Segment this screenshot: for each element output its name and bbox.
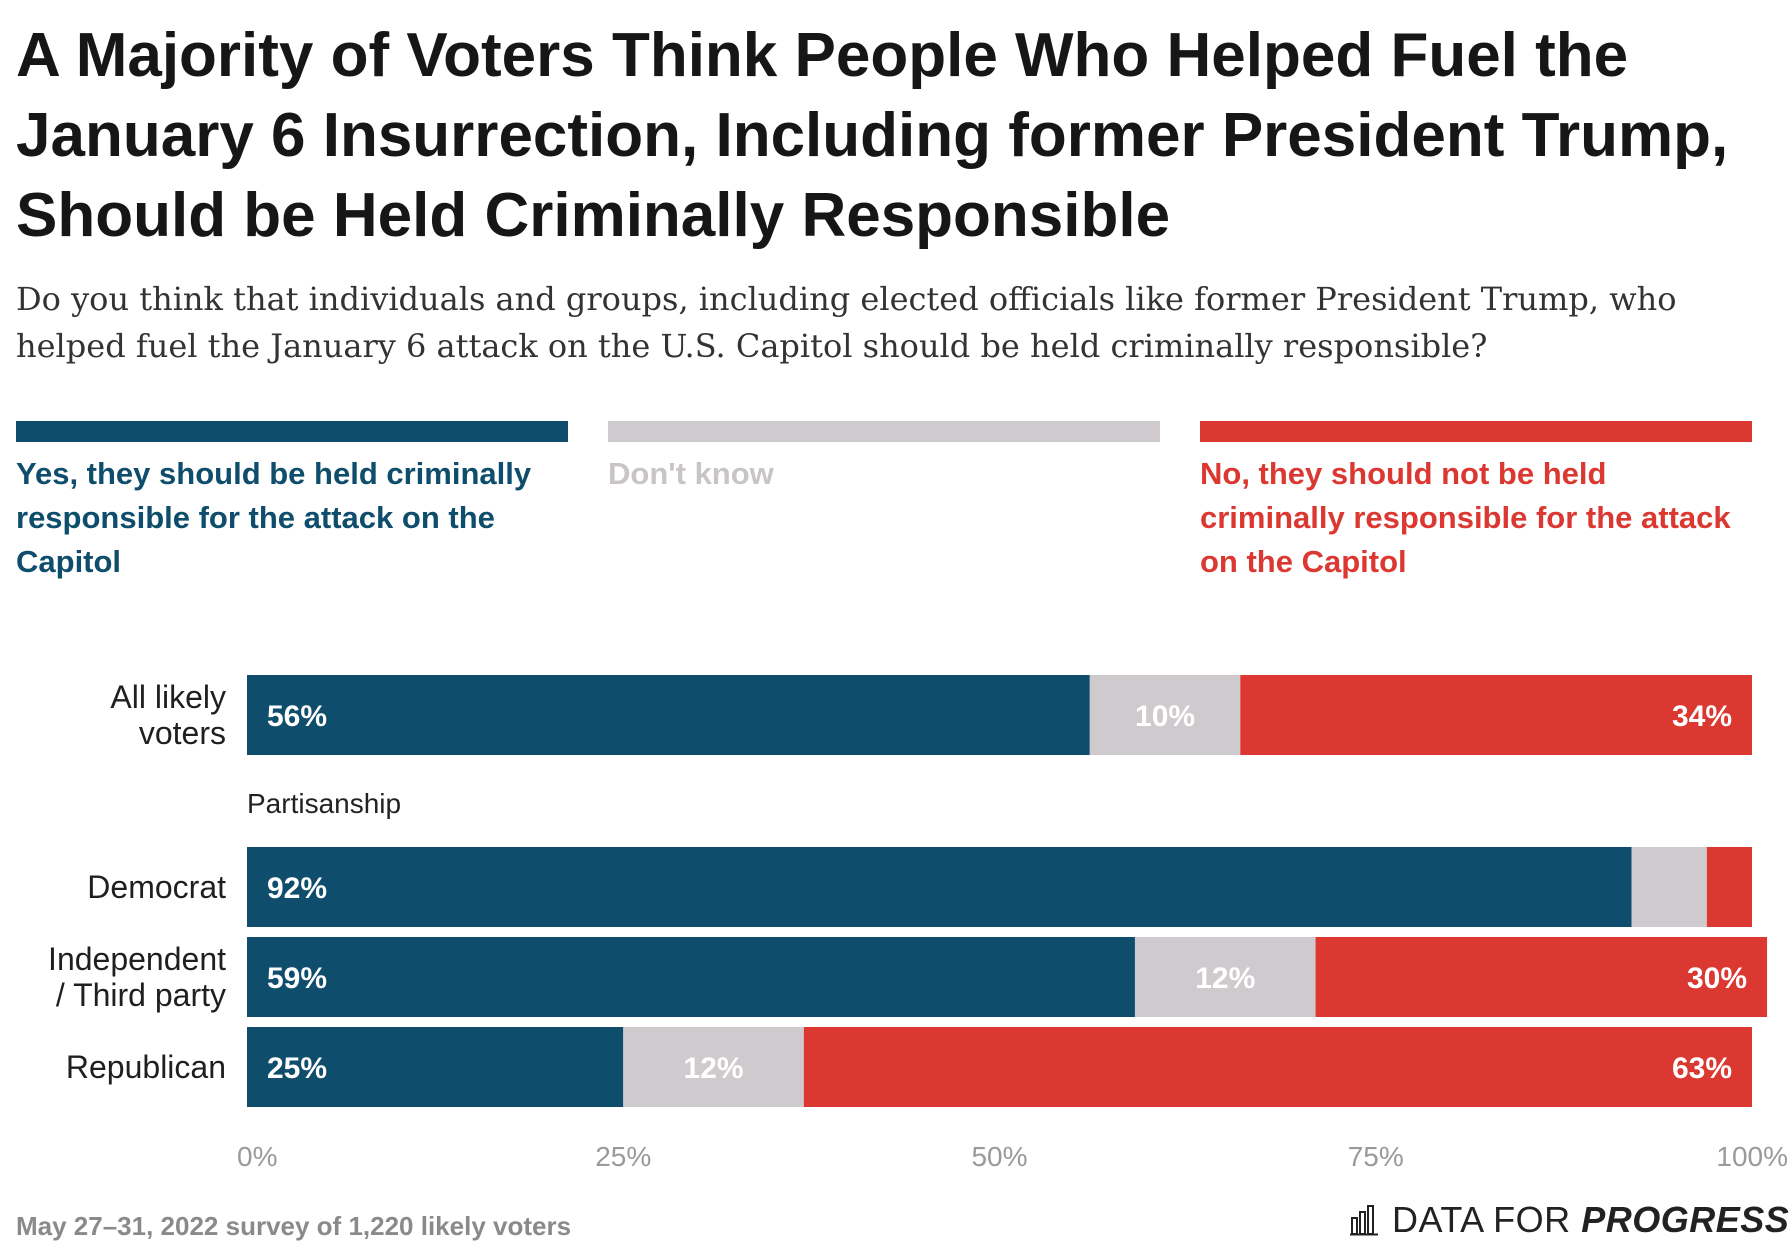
- legend-item-no: No, they should not be held criminally r…: [1200, 421, 1752, 584]
- chart-subtitle: Do you think that individuals and groups…: [16, 280, 1677, 365]
- x-tick-label: 75%: [1348, 1141, 1404, 1172]
- x-tick-label: 0%: [237, 1141, 277, 1172]
- brand-name: DATA FOR PROGRESS: [1392, 1199, 1789, 1241]
- bar-all-likely-voters-yes: [247, 675, 1090, 755]
- bar-republican-no: [803, 1027, 1752, 1107]
- legend-item-yes: Yes, they should be held criminally resp…: [16, 421, 568, 584]
- legend-label-dont-know: Don't know: [608, 456, 774, 491]
- category-label-all-likely-voters: All likely voters: [110, 679, 226, 751]
- x-tick-label: 25%: [595, 1141, 651, 1172]
- stacked-bar-chart: 56% 10% 34% All likely voters 92% Democrat 59% 1…: [48, 675, 1788, 1172]
- data-label-independent-third-party-dont-know: 12%: [1195, 962, 1255, 995]
- legend-item-dont-know: Don't know: [608, 421, 1160, 496]
- legend-label-yes: Yes, they should be held criminally resp…: [16, 456, 532, 579]
- data-label-all-likely-voters-yes: 56%: [267, 700, 327, 733]
- category-label-independent-third-party: Independent / Third party: [48, 941, 226, 1013]
- data-label-all-likely-voters-dont-know: 10%: [1135, 700, 1195, 733]
- x-tick-label: 100%: [1716, 1141, 1788, 1172]
- bar-chart-icon: [1350, 1205, 1378, 1236]
- brand-name-part1: DATA FOR: [1392, 1199, 1582, 1240]
- data-label-all-likely-voters-no: 34%: [1672, 700, 1732, 733]
- brand-name-part2: PROGRESS: [1581, 1199, 1790, 1240]
- data-label-independent-third-party-no: 30%: [1687, 962, 1747, 995]
- data-label-independent-third-party-yes: 59%: [267, 962, 327, 995]
- bar-republican-dont-know: [623, 1027, 804, 1107]
- bar-independent-third-party-no: [1315, 937, 1768, 1017]
- bar-republican-yes: [247, 1027, 624, 1107]
- chart-title: A Majority of Voters Think People Who He…: [16, 21, 1729, 250]
- group-label-partisanship: Partisanship: [247, 788, 402, 819]
- brand-logo: DATA FOR PROGRESS: [1350, 1199, 1789, 1241]
- data-label-democrat-yes: 92%: [267, 872, 327, 905]
- data-label-republican-dont-know: 12%: [684, 1052, 744, 1085]
- bar-democrat-dont-know: [1631, 847, 1707, 927]
- survey-footnote: May 27–31, 2022 survey of 1,220 likely v…: [16, 1211, 572, 1241]
- bar-all-likely-voters-no: [1240, 675, 1752, 755]
- bar-independent-third-party-yes: [247, 937, 1135, 1017]
- bar-democrat-no: [1706, 847, 1752, 927]
- legend-swatch-no: [1200, 421, 1752, 442]
- legend-swatch-yes: [16, 421, 568, 442]
- category-label-democrat: Democrat: [87, 869, 226, 905]
- data-label-republican-no: 63%: [1672, 1052, 1732, 1085]
- bar-democrat-yes: [247, 847, 1632, 927]
- data-label-republican-yes: 25%: [267, 1052, 327, 1085]
- legend-label-no: No, they should not be held criminally r…: [1200, 456, 1731, 579]
- bar-all-likely-voters-dont-know: [1089, 675, 1241, 755]
- legend-swatch-dont-know: [608, 421, 1160, 442]
- category-label-republican: Republican: [66, 1049, 226, 1085]
- x-tick-label: 50%: [971, 1141, 1027, 1172]
- bar-independent-third-party-dont-know: [1134, 937, 1316, 1017]
